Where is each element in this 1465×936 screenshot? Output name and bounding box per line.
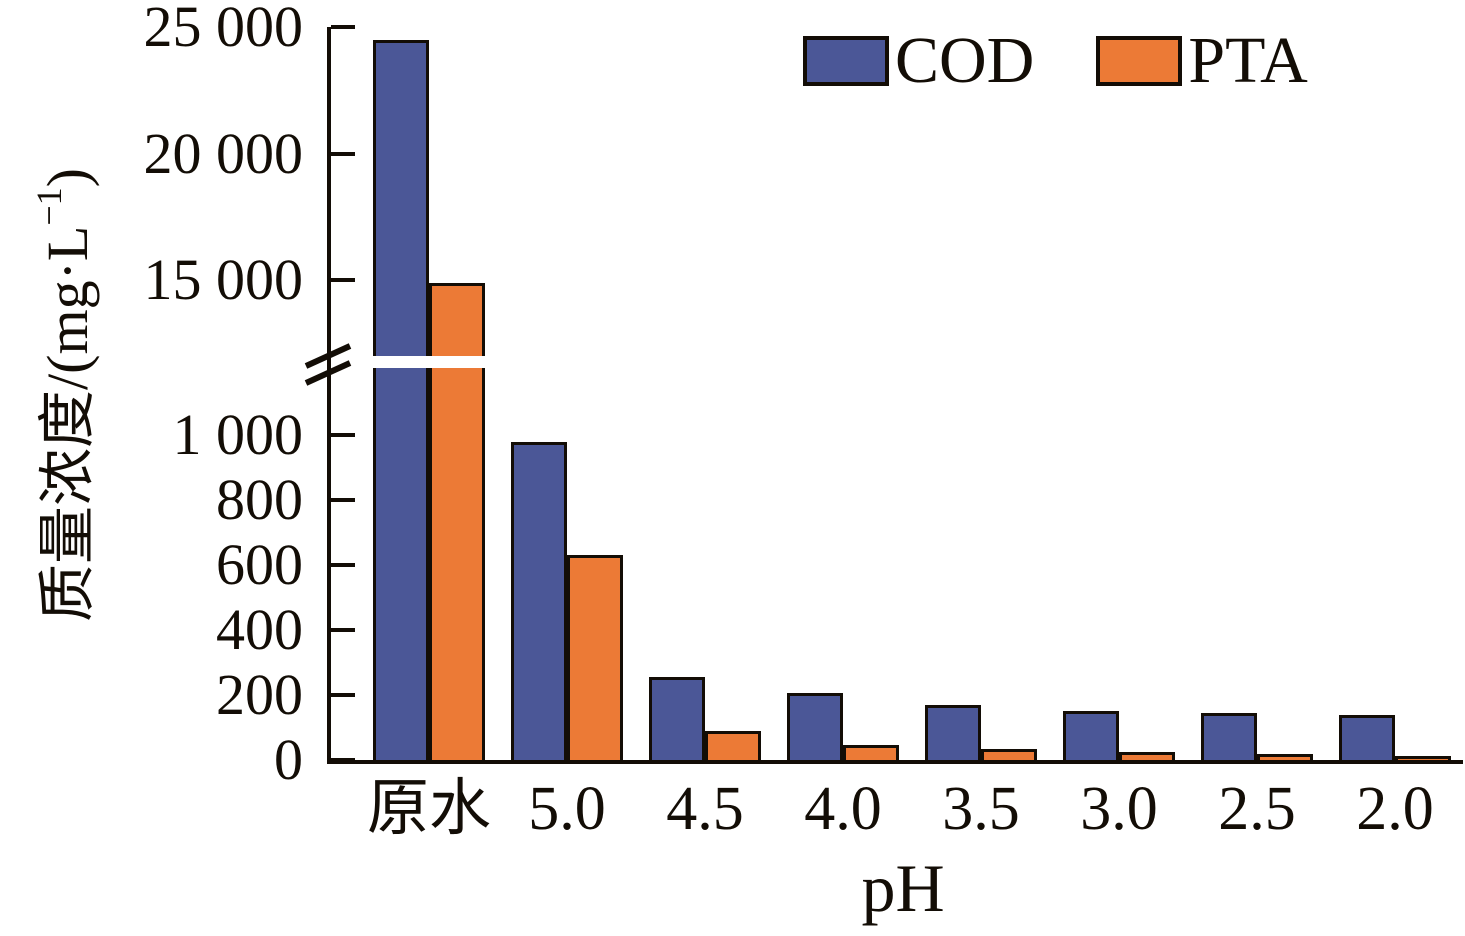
y-tick-label-25000: 25 000 <box>143 0 304 59</box>
y-tick-20000 <box>331 151 355 156</box>
x-axis-line <box>327 760 1463 764</box>
y-tick-1000 <box>331 433 355 437</box>
x-tick-label-2.0: 2.0 <box>1356 775 1434 843</box>
y-tick-800 <box>331 498 355 502</box>
x-tick-label-3.5: 3.5 <box>942 775 1020 843</box>
legend: COD PTA <box>803 28 1308 94</box>
x-tick-label-原水: 原水 <box>366 775 492 843</box>
bar-cod-2.5 <box>1201 712 1257 763</box>
y-tick-label-800: 800 <box>216 467 303 532</box>
legend-label-pta: PTA <box>1188 24 1308 97</box>
axis-break-gap <box>332 356 1465 368</box>
y-tick-600 <box>331 563 355 567</box>
y-tick-label-1000: 1 000 <box>172 402 304 467</box>
y-tick-label-600: 600 <box>216 532 303 597</box>
y-tick-label-0: 0 <box>274 727 303 792</box>
y-tick-200 <box>331 693 355 697</box>
axis-break-slashes <box>304 343 352 386</box>
bar-pta-原水 <box>429 282 485 763</box>
y-tick-label-15000: 15 000 <box>143 247 304 313</box>
x-tick-label-3.0: 3.0 <box>1080 775 1158 843</box>
y-tick-15000 <box>331 278 355 283</box>
legend-swatch-cod <box>803 36 889 86</box>
y-tick-400 <box>331 628 355 632</box>
y-axis-line <box>327 27 331 764</box>
x-tick-label-4.0: 4.0 <box>804 775 882 843</box>
legend-swatch-pta <box>1096 36 1183 86</box>
bar-cod-3.5 <box>925 704 981 763</box>
y-tick-label-200: 200 <box>216 662 303 727</box>
y-tick-label-20000: 20 000 <box>143 120 304 186</box>
y-tick-label-400: 400 <box>216 597 303 662</box>
x-tick-label-2.5: 2.5 <box>1218 775 1296 843</box>
bar-pta-5.0 <box>567 555 623 763</box>
y-tick-25000 <box>331 25 355 29</box>
bar-cod-5.0 <box>511 441 567 763</box>
bar-cod-2.0 <box>1339 714 1395 763</box>
bar-cod-4.5 <box>649 677 705 763</box>
legend-label-cod: COD <box>895 24 1035 97</box>
bar-cod-4.0 <box>787 693 843 763</box>
x-axis-title: pH <box>861 850 945 926</box>
bar-cod-原水 <box>373 39 429 763</box>
x-tick-label-5.0: 5.0 <box>528 775 606 843</box>
bar-cod-3.0 <box>1063 711 1119 763</box>
x-tick-label-4.5: 4.5 <box>666 775 744 843</box>
bar-pta-4.5 <box>705 730 761 763</box>
